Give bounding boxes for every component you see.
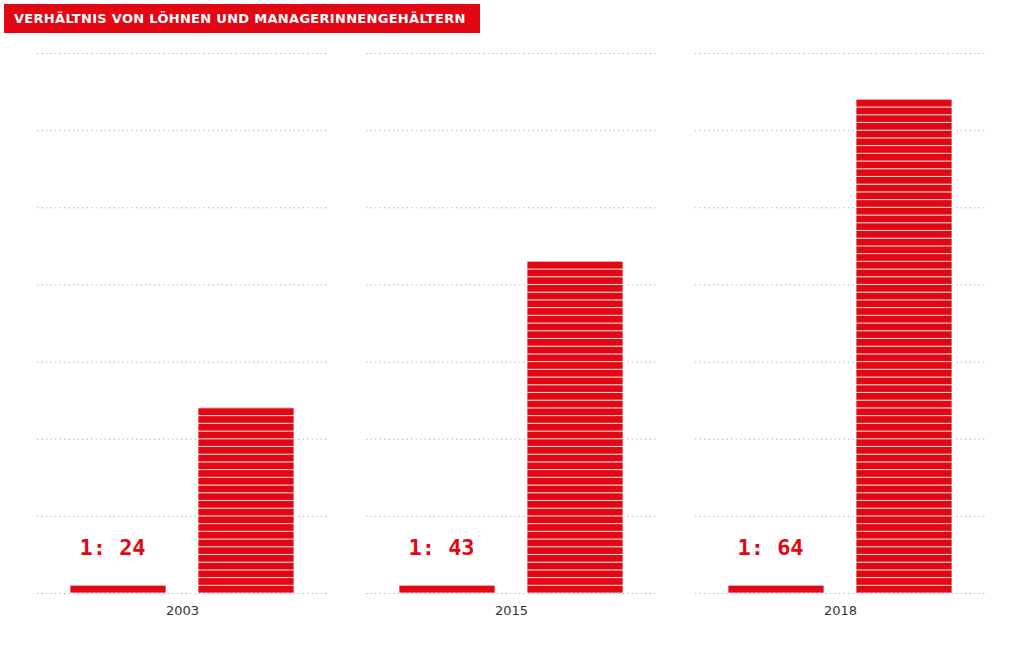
svg-text:1: 64: 1: 64 — [737, 535, 803, 560]
html-text:VERHÄLTNIS VON LÖHNEN UND MANA: VERHÄLTNIS VON LÖHNEN UND MANAGERINNENGE… — [14, 11, 466, 26]
svg-text:1: 24: 1: 24 — [79, 535, 145, 560]
svg-text:2015: 2015 — [495, 603, 528, 618]
svg-text:1: 43: 1: 43 — [408, 535, 474, 560]
svg-text:2003: 2003 — [166, 603, 199, 618]
svg-text:2018: 2018 — [824, 603, 857, 618]
